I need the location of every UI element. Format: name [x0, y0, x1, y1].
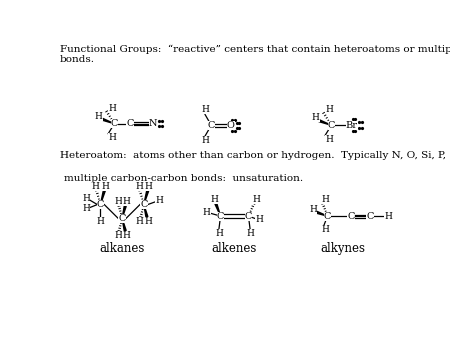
Text: C: C: [347, 212, 355, 221]
Text: alkanes: alkanes: [99, 242, 145, 255]
Polygon shape: [102, 118, 114, 124]
Text: H: H: [135, 182, 143, 191]
Text: H: H: [101, 182, 109, 191]
Text: H: H: [108, 133, 116, 142]
Text: H: H: [82, 204, 90, 213]
Text: H: H: [255, 215, 263, 224]
Text: alkenes: alkenes: [212, 242, 257, 255]
Polygon shape: [144, 190, 148, 204]
Text: C: C: [217, 212, 224, 221]
Text: C: C: [245, 212, 252, 221]
Text: H: H: [82, 194, 90, 203]
Text: Functional Groups:  “reactive” centers that contain heteroatoms or multiple carb: Functional Groups: “reactive” centers th…: [60, 44, 450, 64]
Text: H: H: [114, 231, 122, 240]
Text: H: H: [325, 105, 333, 114]
Text: C: C: [140, 200, 148, 209]
Text: multiple carbon-carbon bonds:  unsaturation.: multiple carbon-carbon bonds: unsaturati…: [64, 174, 303, 183]
Polygon shape: [122, 206, 126, 218]
Text: H: H: [246, 228, 254, 238]
Polygon shape: [144, 204, 148, 217]
Text: H: H: [155, 196, 163, 205]
Text: H: H: [122, 231, 130, 240]
Text: H: H: [144, 217, 153, 226]
Text: H: H: [312, 113, 320, 122]
Text: H: H: [135, 217, 143, 226]
Text: H: H: [202, 208, 211, 217]
Text: H: H: [252, 195, 260, 204]
Text: H: H: [95, 112, 103, 121]
Text: H: H: [122, 197, 130, 206]
Text: H: H: [114, 197, 122, 206]
Text: C: C: [207, 121, 215, 130]
Polygon shape: [319, 120, 331, 125]
Text: C: C: [97, 200, 104, 209]
Text: O: O: [227, 121, 234, 130]
Text: H: H: [96, 217, 104, 226]
Text: C: C: [366, 212, 374, 221]
Text: C: C: [324, 212, 331, 221]
Text: N: N: [149, 119, 158, 128]
Polygon shape: [215, 203, 220, 216]
Text: H: H: [211, 195, 218, 204]
Text: H: H: [321, 195, 329, 204]
Text: H: H: [384, 212, 392, 221]
Text: H: H: [310, 206, 318, 214]
Text: H: H: [321, 225, 329, 235]
Text: H: H: [108, 104, 116, 113]
Text: H: H: [144, 182, 153, 191]
Text: C: C: [111, 119, 118, 128]
Text: H: H: [201, 105, 209, 114]
Polygon shape: [316, 211, 328, 216]
Text: C: C: [118, 214, 126, 223]
Text: C: C: [126, 119, 134, 128]
Text: H: H: [325, 135, 333, 144]
Text: alkynes: alkynes: [320, 242, 365, 255]
Text: H: H: [215, 228, 223, 238]
Polygon shape: [100, 190, 105, 204]
Text: H: H: [201, 136, 209, 145]
Polygon shape: [122, 218, 126, 231]
Text: H: H: [92, 182, 100, 191]
Text: C: C: [328, 121, 335, 130]
Text: Br: Br: [346, 121, 358, 130]
Text: Heteroatom:  atoms other than carbon or hydrogen.  Typically N, O, Si, P, S, Se,: Heteroatom: atoms other than carbon or h…: [60, 151, 450, 160]
